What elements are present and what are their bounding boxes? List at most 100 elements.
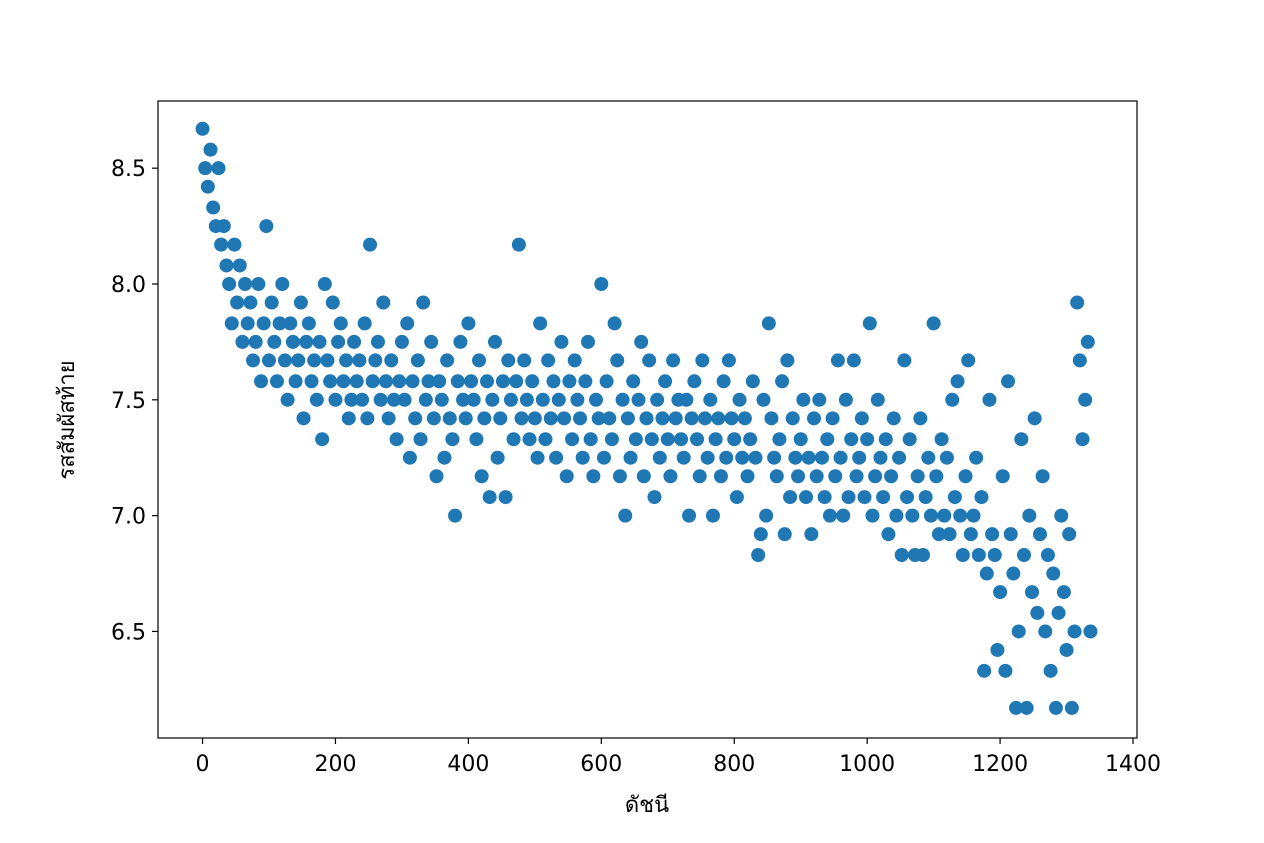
point <box>549 450 564 465</box>
point <box>400 316 415 331</box>
point <box>1030 605 1045 620</box>
point <box>626 374 641 389</box>
y-tick-label: 7.5 <box>111 389 146 414</box>
point <box>261 353 276 368</box>
point <box>979 566 994 581</box>
point <box>942 527 957 542</box>
point <box>796 392 811 407</box>
point <box>852 450 867 465</box>
point <box>836 508 851 523</box>
point <box>719 450 734 465</box>
point <box>969 450 984 465</box>
point <box>437 450 452 465</box>
point <box>910 469 925 484</box>
point <box>376 295 391 310</box>
point <box>317 276 332 291</box>
point <box>583 432 598 447</box>
point <box>562 374 577 389</box>
point <box>450 374 465 389</box>
point <box>982 392 997 407</box>
point <box>482 490 497 505</box>
point <box>1001 374 1016 389</box>
point <box>1024 585 1039 600</box>
point <box>1048 700 1063 715</box>
point <box>918 490 933 505</box>
point <box>900 490 915 505</box>
point <box>881 527 896 542</box>
point <box>628 432 643 447</box>
point <box>618 508 633 523</box>
point <box>679 392 694 407</box>
point <box>620 411 635 426</box>
point <box>495 374 510 389</box>
point <box>705 508 720 523</box>
point <box>822 508 837 523</box>
point <box>453 334 468 349</box>
point <box>884 469 899 484</box>
point <box>915 548 930 563</box>
point <box>1006 566 1021 581</box>
point <box>947 490 962 505</box>
point <box>644 432 659 447</box>
point <box>953 508 968 523</box>
point <box>370 334 385 349</box>
point <box>676 450 691 465</box>
point <box>604 432 619 447</box>
point <box>360 411 375 426</box>
point <box>251 276 266 291</box>
point <box>267 334 282 349</box>
point <box>538 432 553 447</box>
point <box>751 548 766 563</box>
point <box>588 392 603 407</box>
point <box>931 527 946 542</box>
point <box>1022 508 1037 523</box>
point <box>533 316 548 331</box>
point <box>493 411 508 426</box>
x-tick-label: 200 <box>314 752 356 777</box>
point <box>690 432 705 447</box>
point <box>355 392 370 407</box>
point <box>429 469 444 484</box>
point <box>825 411 840 426</box>
point <box>373 392 388 407</box>
point <box>634 334 649 349</box>
x-tick-label: 600 <box>580 752 622 777</box>
point <box>320 353 335 368</box>
point <box>650 392 665 407</box>
point <box>783 490 798 505</box>
point <box>357 316 372 331</box>
point <box>312 334 327 349</box>
point <box>402 450 417 465</box>
point <box>814 450 829 465</box>
point <box>1078 392 1093 407</box>
point <box>559 469 574 484</box>
point <box>987 548 1002 563</box>
point <box>950 374 965 389</box>
point <box>200 179 215 194</box>
point <box>347 334 362 349</box>
point <box>214 237 229 252</box>
point <box>535 392 550 407</box>
point <box>368 353 383 368</box>
point <box>955 548 970 563</box>
point <box>426 411 441 426</box>
point <box>846 353 861 368</box>
point <box>1040 548 1055 563</box>
point <box>293 295 308 310</box>
point <box>1019 700 1034 715</box>
point <box>264 295 279 310</box>
point <box>586 469 601 484</box>
point <box>849 469 864 484</box>
point <box>602 411 617 426</box>
point <box>830 353 845 368</box>
point <box>876 490 891 505</box>
point <box>772 432 787 447</box>
point <box>567 353 582 368</box>
point <box>767 450 782 465</box>
point <box>594 276 609 291</box>
point <box>939 450 954 465</box>
point <box>235 334 250 349</box>
point <box>378 374 393 389</box>
point <box>272 316 287 331</box>
point <box>341 411 356 426</box>
